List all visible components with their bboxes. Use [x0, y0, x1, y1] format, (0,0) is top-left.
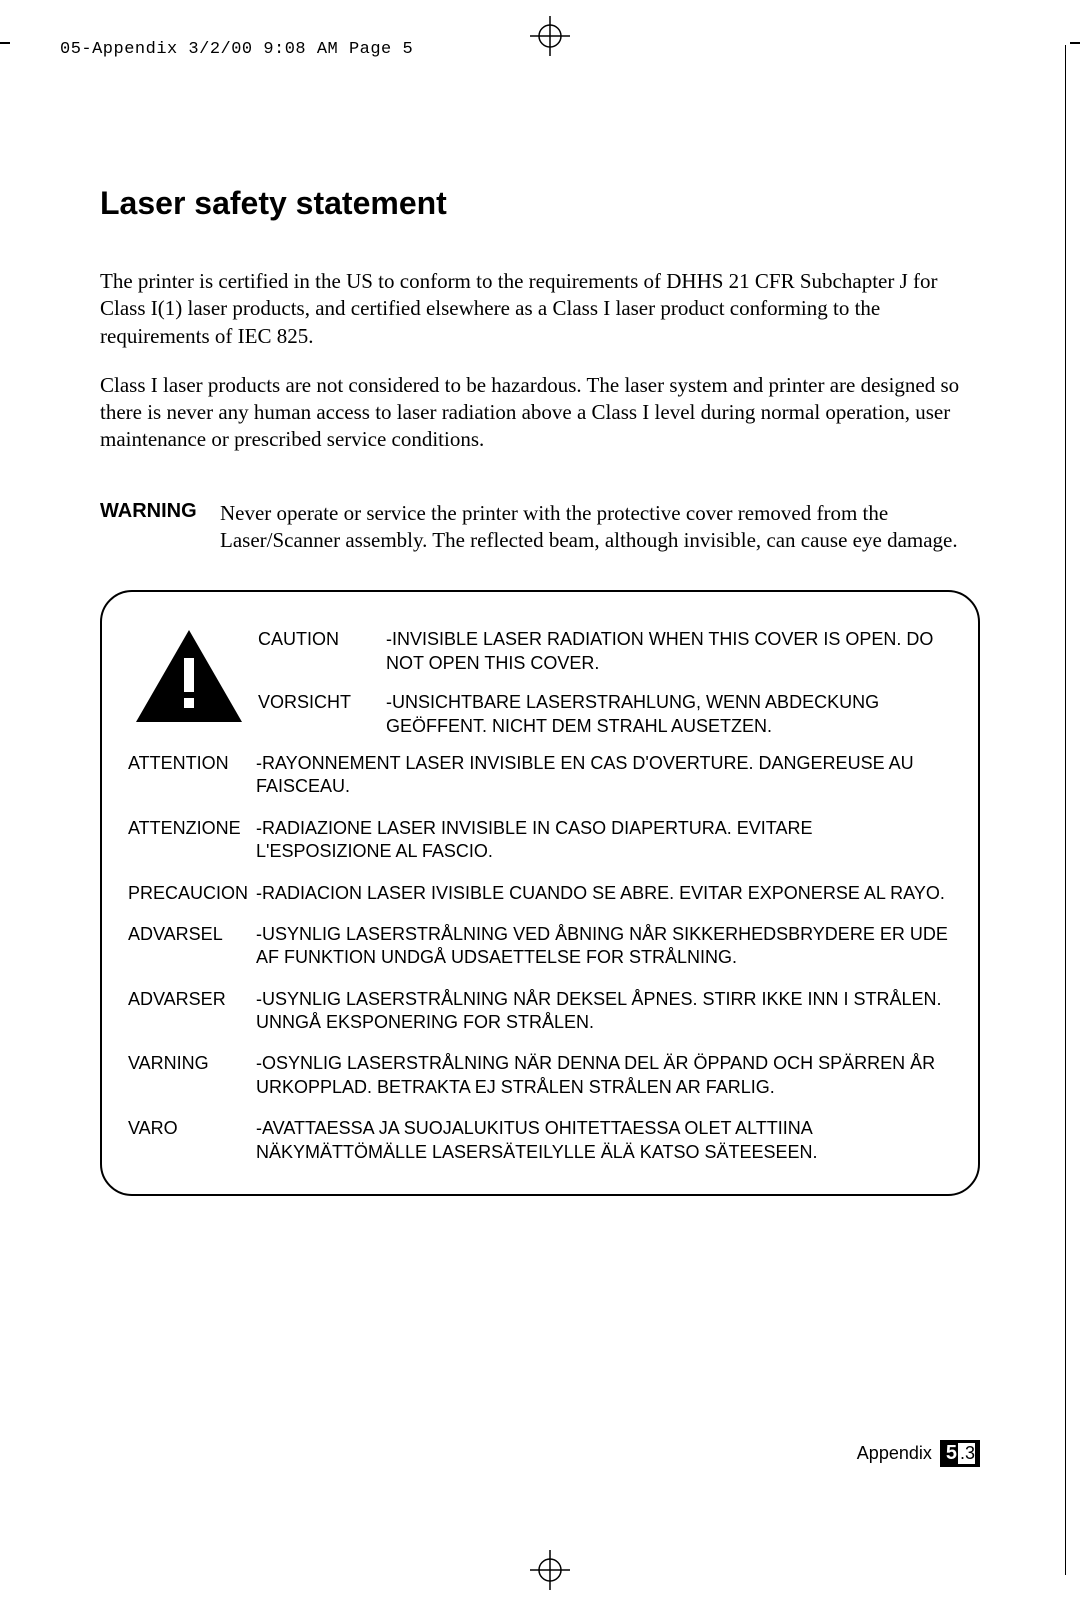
- intro-paragraph-1: The printer is certified in the US to co…: [100, 268, 980, 350]
- registration-mark-bottom-icon: [530, 1550, 570, 1590]
- advarsel-msg: -USYNLIG LASERSTRÅLNING VED ÅBNING NÅR S…: [256, 923, 952, 970]
- advarsel-label: ADVARSEL: [128, 923, 256, 946]
- caution-msg: -INVISIBLE LASER RADIATION WHEN THIS COV…: [386, 628, 952, 675]
- content-area: Laser safety statement The printer is ce…: [100, 185, 980, 1196]
- trim-line-right: [1065, 45, 1066, 1575]
- vorsicht-msg: -UNSICHTBARE LASERSTRAHLUNG, WENN ABDECK…: [386, 691, 952, 738]
- attenzione-label: ATTENZIONE: [128, 817, 256, 840]
- caution-label: CAUTION: [258, 628, 386, 675]
- caution-top-text-col: CAUTION -INVISIBLE LASER RADIATION WHEN …: [258, 628, 952, 738]
- advarser-label: ADVARSER: [128, 988, 256, 1011]
- crop-tick-right: [1070, 42, 1080, 44]
- vorsicht-label: VORSICHT: [258, 691, 386, 738]
- footer-page-badge: 5.3: [940, 1440, 980, 1467]
- caution-row-vorsicht: VORSICHT -UNSICHTBARE LASERSTRAHLUNG, WE…: [258, 691, 952, 738]
- precaucion-label: PRECAUCION: [128, 882, 256, 905]
- registration-mark-top-icon: [530, 16, 570, 56]
- page-footer: Appendix 5.3: [857, 1440, 980, 1467]
- caution-row-varo: VARO -AVATTAESSA JA SUOJALUKITUS OHITETT…: [128, 1117, 952, 1164]
- precaucion-msg: -RADIACION LASER IVISIBLE CUANDO SE ABRE…: [256, 882, 952, 905]
- varo-msg: -AVATTAESSA JA SUOJALUKITUS OHITETTAESSA…: [256, 1117, 952, 1164]
- warning-text: Never operate or service the printer wit…: [220, 500, 980, 555]
- caution-row-advarsel: ADVARSEL -USYNLIG LASERSTRÅLNING VED ÅBN…: [128, 923, 952, 970]
- caution-row-attenzione: ATTENZIONE -RADIAZIONE LASER INVISIBLE I…: [128, 817, 952, 864]
- caution-box: CAUTION -INVISIBLE LASER RADIATION WHEN …: [100, 590, 980, 1196]
- page: 05-Appendix 3/2/00 9:08 AM Page 5 Laser …: [0, 0, 1080, 1605]
- footer-appendix-label: Appendix: [857, 1443, 932, 1464]
- varning-msg: -OSYNLIG LASERSTRÅLNING NÄR DENNA DEL ÄR…: [256, 1052, 952, 1099]
- intro-paragraph-2: Class I laser products are not considere…: [100, 372, 980, 454]
- preflight-stamp: 05-Appendix 3/2/00 9:08 AM Page 5: [60, 40, 413, 59]
- footer-chapter: 5: [946, 1442, 957, 1465]
- caution-row-attention: ATTENTION -RAYONNEMENT LASER INVISIBLE E…: [128, 752, 952, 799]
- attention-label: ATTENTION: [128, 752, 256, 775]
- advarser-msg: -USYNLIG LASERSTRÅLNING NÅR DEKSEL ÅPNES…: [256, 988, 952, 1035]
- attention-msg: -RAYONNEMENT LASER INVISIBLE EN CAS D'OV…: [256, 752, 952, 799]
- warning-triangle-icon: [128, 628, 258, 724]
- caution-row-varning: VARNING -OSYNLIG LASERSTRÅLNING NÄR DENN…: [128, 1052, 952, 1099]
- page-title: Laser safety statement: [100, 185, 980, 222]
- crop-tick-left: [0, 42, 10, 44]
- caution-row-advarser: ADVARSER -USYNLIG LASERSTRÅLNING NÅR DEK…: [128, 988, 952, 1035]
- varo-label: VARO: [128, 1117, 256, 1140]
- caution-row-precaucion: PRECAUCION -RADIACION LASER IVISIBLE CUA…: [128, 882, 952, 905]
- attenzione-msg: -RADIAZIONE LASER INVISIBLE IN CASO DIAP…: [256, 817, 952, 864]
- warning-block: WARNING Never operate or service the pri…: [100, 500, 980, 555]
- caution-top-group: CAUTION -INVISIBLE LASER RADIATION WHEN …: [128, 628, 952, 738]
- caution-row-caution: CAUTION -INVISIBLE LASER RADIATION WHEN …: [258, 628, 952, 675]
- warning-label: WARNING: [100, 500, 220, 555]
- varning-label: VARNING: [128, 1052, 256, 1075]
- footer-page-number: .3: [958, 1443, 975, 1464]
